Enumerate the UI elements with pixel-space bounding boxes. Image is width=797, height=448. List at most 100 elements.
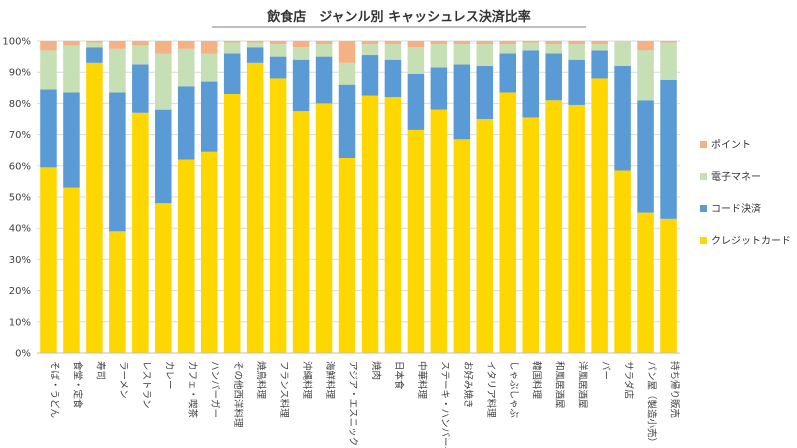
bar-segment	[522, 42, 539, 51]
x-category-label: ステーキ・ハンバーグ	[439, 361, 451, 448]
y-tick-label: 30%	[9, 255, 31, 266]
bar-segment	[384, 41, 402, 45]
bar-segment	[637, 41, 654, 51]
x-category-label: 日本食	[393, 361, 405, 390]
x-category-label: ラーメン	[117, 361, 128, 399]
bar-segment	[63, 187, 80, 353]
bar-segment	[637, 100, 654, 213]
bar-segment	[499, 41, 517, 45]
bar-segment	[155, 41, 172, 54]
y-tick-label: 80%	[9, 99, 31, 110]
bar-segment	[178, 86, 195, 160]
bar-segment	[338, 62, 356, 85]
bar-segment	[591, 78, 608, 353]
bar-segment	[200, 41, 218, 54]
bar-segment	[292, 111, 310, 353]
bar-segment	[155, 53, 172, 110]
bar-segment	[223, 53, 241, 95]
bar-segment	[40, 167, 57, 353]
bar-segment	[522, 117, 539, 353]
bar-segment	[361, 41, 379, 45]
bar-segment	[178, 159, 195, 353]
bar-segment	[407, 47, 425, 74]
bar-segment	[499, 92, 517, 353]
bar-segment	[338, 41, 356, 63]
x-category-label: 沖縄料理	[301, 361, 313, 400]
bar-segment	[86, 62, 103, 354]
bar-segment	[637, 50, 654, 101]
legend-label: コード決済	[711, 202, 761, 215]
bar-segment	[476, 119, 494, 353]
y-tick-label: 70%	[9, 130, 31, 141]
x-category-label: そば・うどん	[48, 361, 59, 418]
bar-segment	[660, 41, 677, 43]
legend-swatch	[700, 173, 707, 180]
x-axis: そば・うどん 食堂・定食 寿司 ラーメン レストラン カレー カフェ・喫茶 ハンバーガー その他…	[37, 352, 681, 448]
legend-label: クレジットカード	[711, 235, 791, 247]
bar-segment	[223, 42, 241, 54]
bar-segment	[269, 41, 287, 45]
bar-segment	[86, 42, 103, 48]
bar-segment	[545, 41, 562, 45]
bar-segment	[591, 50, 608, 79]
y-tick-label: 20%	[9, 286, 31, 297]
bar-segment	[568, 44, 585, 60]
bar-segment	[155, 109, 172, 204]
bar-segment	[155, 203, 172, 353]
bar-segment	[407, 129, 425, 353]
bar-segment	[269, 78, 287, 353]
bar-segment	[40, 89, 57, 168]
legend-swatch	[700, 237, 707, 244]
bar-segment	[476, 65, 494, 119]
y-tick-label: 100%	[2, 37, 31, 48]
bar-segment	[476, 44, 494, 66]
bar-segment	[292, 47, 310, 60]
x-category-label: カレー	[163, 361, 174, 390]
bar-segment	[109, 231, 126, 353]
bar-segment	[453, 44, 471, 65]
x-category-label: サラダ店	[623, 361, 635, 399]
x-category-label: 洋風居酒屋	[577, 361, 589, 409]
bar-segment	[453, 139, 471, 353]
bar-segment	[384, 97, 402, 353]
bar-segment	[660, 80, 677, 219]
legend-label: ポイント	[711, 139, 751, 151]
y-tick-label: 60%	[9, 161, 31, 172]
bar-segment	[86, 47, 103, 63]
bar-segment	[361, 95, 379, 353]
bar-segment	[132, 112, 149, 353]
x-category-label: 寿司	[94, 361, 106, 380]
x-category-label: バー	[600, 361, 611, 380]
y-tick-label: 90%	[9, 68, 31, 79]
bar-segment	[499, 53, 517, 93]
x-category-label: 韓国料理	[531, 361, 543, 400]
legend-label: 電子マネー	[711, 171, 761, 183]
bar-segment	[338, 84, 356, 158]
bar-segment	[430, 67, 448, 110]
bar-segment	[132, 45, 149, 65]
bar-segment	[109, 41, 126, 49]
x-category-label: 焼肉	[370, 361, 382, 380]
bar-segment	[384, 59, 402, 98]
bar-segment	[315, 44, 333, 57]
bar-segment	[40, 41, 57, 51]
bar-segment	[568, 41, 585, 45]
bar-segment	[614, 41, 631, 66]
bar-segment	[614, 65, 631, 171]
bar-segment	[637, 212, 654, 353]
x-category-label: 中華料理	[416, 361, 428, 400]
bar-segment	[568, 59, 585, 105]
bar-segment	[86, 41, 103, 43]
y-tick-label: 0%	[15, 349, 31, 360]
bar-segment	[63, 41, 80, 46]
bar-segment	[407, 41, 425, 48]
bar-segment	[178, 48, 195, 87]
x-category-label: 焼鳥料理	[255, 361, 267, 400]
y-tick-label: 50%	[9, 193, 31, 204]
x-category-label: 持ち帰り販売	[669, 361, 681, 418]
bar-segment	[522, 41, 539, 43]
x-category-label: パン屋（製造小売）	[646, 361, 658, 447]
bar-segment	[269, 44, 287, 57]
bar-segment	[246, 41, 264, 43]
